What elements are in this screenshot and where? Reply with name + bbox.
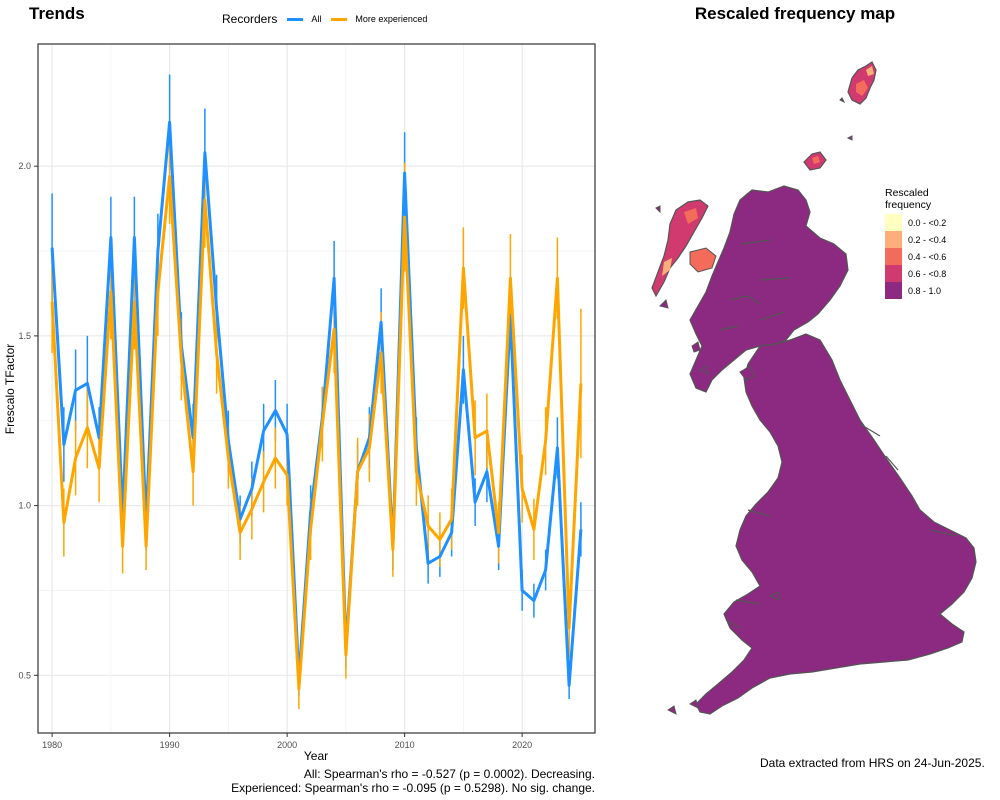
map-legend-swatch — [885, 265, 902, 282]
axes: 1980 1990 2000 2010 2020 0.5 1.0 1.5 2.0 — [18, 161, 532, 750]
statistics-note: All: Spearman's rho = -0.527 (p = 0.0002… — [231, 767, 595, 795]
legend-title: Recorders — [222, 12, 278, 26]
y-tick-label: 0.5 — [18, 670, 31, 680]
map-shetland-patch — [856, 80, 868, 96]
map-england-wales — [695, 333, 977, 715]
map-legend-row: 0.2 - <0.4 — [885, 231, 946, 248]
map-legend-row: 0.0 - <0.2 — [885, 214, 946, 231]
plot-border — [37, 43, 596, 734]
trends-title: Trends — [29, 4, 85, 23]
map-legend-label: 0.6 - <0.8 — [908, 268, 947, 279]
x-tick-label: 2000 — [277, 740, 297, 750]
x-tick-label: 1980 — [42, 740, 62, 750]
series-line-experienced — [50, 174, 583, 691]
series-lines — [50, 120, 583, 691]
data-source-note: Data extracted from HRS on 24-Jun-2025. — [760, 756, 985, 770]
map-shetland-patch-2 — [866, 66, 874, 76]
map-legend-swatch — [885, 214, 902, 231]
map-legend-swatch — [885, 248, 902, 265]
y-tick-label: 1.0 — [18, 501, 31, 511]
map-legend-row: 0.8 - 1.0 — [885, 282, 946, 299]
map-legend-title-line2: frequency — [885, 199, 932, 211]
map-legend-label: 0.2 - <0.4 — [908, 234, 947, 245]
map-legend-swatch — [885, 231, 902, 248]
map-western-isles — [651, 199, 709, 298]
map-legend-label: 0.4 - <0.6 — [908, 251, 947, 262]
uk-frequency-map — [651, 61, 977, 715]
x-tick-label: 1990 — [160, 740, 180, 750]
legend-label-experienced: More experienced — [355, 14, 428, 24]
map-legend-title: Rescaled frequency — [885, 187, 946, 211]
legend-label-all: All — [311, 14, 322, 24]
map-legend-title-line1: Rescaled — [885, 187, 929, 199]
map-legend-label: 0.0 - <0.2 — [908, 217, 947, 228]
x-tick-label: 2020 — [512, 740, 532, 750]
y-tick-label: 1.5 — [18, 331, 31, 341]
map-regions — [651, 61, 977, 715]
map-legend-swatch — [885, 282, 902, 299]
trends-chart: 1980 1990 2000 2010 2020 0.5 1.0 1.5 2.0 Year Fr… — [3, 43, 596, 763]
stats-experienced: Experienced: Spearman's rho = -0.095 (p … — [231, 781, 595, 795]
map-legend: Rescaled frequency 0.0 - <0.2 0.2 - <0.4… — [885, 187, 946, 299]
y-axis-label: Frescalo TFactor — [3, 344, 17, 434]
legend-swatch-all — [287, 17, 304, 21]
stats-all: All: Spearman's rho = -0.527 (p = 0.0002… — [303, 767, 595, 781]
legend-swatch-experienced — [331, 17, 348, 21]
map-legend-label: 0.8 - 1.0 — [908, 285, 942, 296]
y-tick-label: 2.0 — [18, 161, 31, 171]
map-title: Rescaled frequency map — [694, 4, 896, 23]
x-axis-label: Year — [304, 749, 328, 763]
plot-background — [38, 44, 595, 733]
chart-legend: Recorders All More experienced — [222, 12, 427, 26]
map-legend-row: 0.4 - <0.6 — [885, 248, 946, 265]
map-legend-row: 0.6 - <0.8 — [885, 265, 946, 282]
x-tick-label: 2010 — [395, 740, 415, 750]
